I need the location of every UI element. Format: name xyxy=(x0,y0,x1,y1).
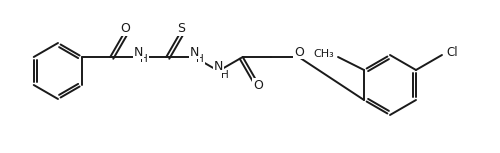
Text: N: N xyxy=(190,45,199,58)
Text: S: S xyxy=(177,22,185,35)
Text: H: H xyxy=(140,54,148,64)
Text: CH₃: CH₃ xyxy=(314,49,334,59)
Text: O: O xyxy=(120,22,130,35)
Text: N: N xyxy=(134,45,143,58)
Text: H: H xyxy=(220,70,228,80)
Text: O: O xyxy=(294,45,304,58)
Text: Cl: Cl xyxy=(446,45,458,58)
Text: O: O xyxy=(253,79,262,92)
Text: N: N xyxy=(214,60,223,73)
Text: H: H xyxy=(196,54,204,64)
